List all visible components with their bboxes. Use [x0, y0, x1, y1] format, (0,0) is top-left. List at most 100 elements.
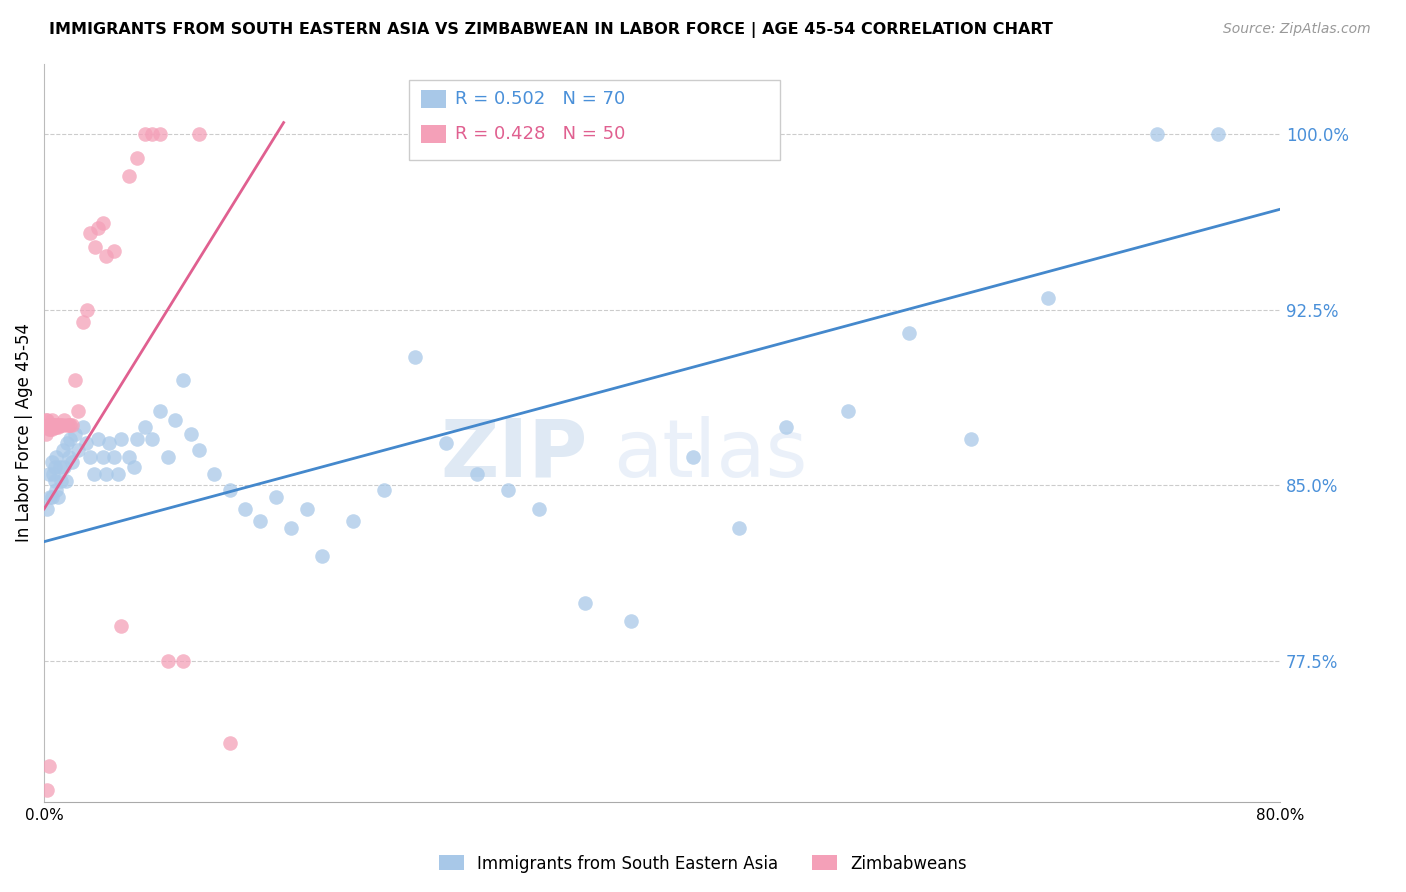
Point: [42, 467, 65, 481]
Text: IMMIGRANTS FROM SOUTH EASTERN ASIA VS ZIMBABWEAN IN LABOR FORCE | AGE 45-54 CORR: IMMIGRANTS FROM SOUTH EASTERN ASIA VS ZI…: [49, 22, 1053, 38]
Point: [44, 417, 66, 432]
Point: [249, 514, 271, 528]
Point: [41, 417, 63, 432]
Point: [98, 436, 121, 450]
Point: [46, 417, 69, 432]
FancyBboxPatch shape: [409, 80, 779, 160]
Point: [56, 436, 79, 450]
Point: [496, 483, 519, 498]
Point: [44, 474, 66, 488]
Point: [149, 403, 172, 417]
Point: [59, 432, 82, 446]
Point: [1038, 291, 1060, 305]
Point: [42, 417, 65, 432]
Point: [218, 483, 240, 498]
Point: [134, 420, 156, 434]
Point: [37, 420, 59, 434]
Point: [149, 128, 172, 142]
Point: [34, 420, 56, 434]
Point: [682, 450, 704, 465]
Point: [34, 413, 56, 427]
Text: atlas: atlas: [613, 416, 807, 494]
Point: [41, 413, 63, 427]
Point: [58, 450, 80, 465]
Text: ZIP: ZIP: [440, 416, 588, 494]
Point: [41, 422, 63, 436]
Point: [125, 151, 148, 165]
Point: [311, 549, 333, 563]
Point: [60, 417, 83, 432]
Point: [53, 413, 76, 427]
Point: [141, 128, 163, 142]
Bar: [422, 90, 446, 108]
Point: [56, 417, 79, 432]
Bar: [422, 125, 446, 143]
Point: [38, 417, 60, 432]
Point: [76, 302, 98, 317]
Point: [63, 427, 86, 442]
Point: [187, 128, 209, 142]
Point: [46, 420, 69, 434]
Point: [280, 520, 302, 534]
Point: [42, 420, 65, 434]
Point: [264, 490, 287, 504]
Point: [46, 490, 69, 504]
Point: [165, 413, 187, 427]
Point: [84, 240, 107, 254]
Point: [39, 422, 62, 436]
Point: [49, 474, 72, 488]
Point: [34, 427, 56, 442]
Point: [38, 467, 60, 481]
Point: [118, 450, 141, 465]
Point: [39, 417, 62, 432]
Point: [45, 417, 67, 432]
Point: [172, 654, 194, 668]
Point: [45, 483, 67, 498]
Point: [404, 350, 426, 364]
Point: [898, 326, 921, 341]
Point: [38, 422, 60, 436]
Text: R = 0.428   N = 50: R = 0.428 N = 50: [454, 125, 624, 144]
Point: [67, 443, 90, 458]
Point: [180, 427, 202, 442]
Point: [39, 490, 62, 504]
Point: [53, 459, 76, 474]
Point: [620, 614, 643, 628]
Point: [373, 483, 395, 498]
Point: [156, 450, 179, 465]
Point: [37, 413, 59, 427]
Point: [37, 502, 59, 516]
Point: [41, 490, 63, 504]
Point: [44, 420, 66, 434]
Point: [45, 420, 67, 434]
Point: [79, 450, 101, 465]
Point: [63, 373, 86, 387]
Legend: Immigrants from South Eastern Asia, Zimbabweans: Immigrants from South Eastern Asia, Zimb…: [433, 848, 973, 880]
Point: [118, 169, 141, 184]
Point: [1208, 128, 1230, 142]
Point: [103, 450, 125, 465]
Point: [125, 432, 148, 446]
Point: [94, 467, 117, 481]
Point: [72, 315, 94, 329]
Point: [233, 502, 256, 516]
Point: [775, 420, 797, 434]
Point: [465, 467, 488, 481]
Point: [1146, 128, 1168, 142]
Point: [79, 226, 101, 240]
Point: [67, 403, 90, 417]
Point: [172, 373, 194, 387]
Point: [72, 420, 94, 434]
Point: [141, 432, 163, 446]
Point: [91, 216, 114, 230]
Point: [45, 450, 67, 465]
Point: [91, 450, 114, 465]
Point: [187, 443, 209, 458]
Point: [60, 455, 83, 469]
Point: [75, 436, 97, 450]
Point: [837, 403, 859, 417]
Point: [574, 595, 596, 609]
Point: [122, 459, 145, 474]
Point: [44, 459, 66, 474]
Point: [83, 467, 105, 481]
